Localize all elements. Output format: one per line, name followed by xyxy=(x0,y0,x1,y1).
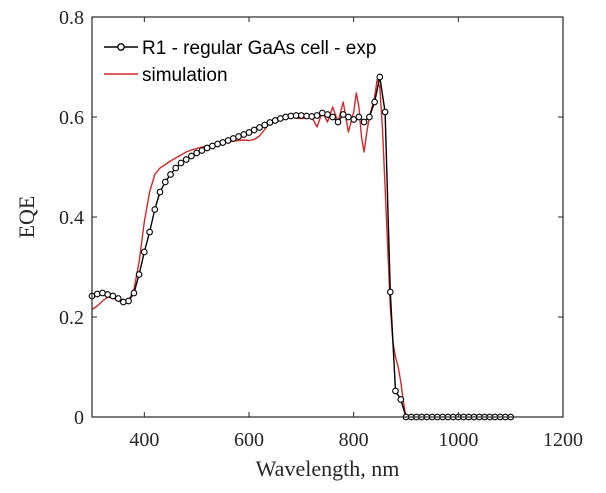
data-point xyxy=(309,114,315,120)
data-point xyxy=(183,157,189,163)
data-point xyxy=(393,388,399,394)
legend-sim-label: simulation xyxy=(142,65,228,86)
x-tick-label: 1000 xyxy=(438,429,478,451)
data-point xyxy=(94,291,100,297)
data-point xyxy=(382,109,388,115)
y-tick-label: 0.4 xyxy=(59,207,84,229)
data-point xyxy=(178,160,184,166)
y-tick-label: 0.6 xyxy=(59,107,84,129)
data-point xyxy=(372,99,378,105)
data-point xyxy=(147,229,153,235)
data-point xyxy=(173,165,179,171)
data-point xyxy=(126,298,132,304)
x-tick-label: 600 xyxy=(234,429,264,451)
data-point xyxy=(335,119,341,125)
data-point xyxy=(115,296,121,302)
y-tick-label: 0.8 xyxy=(59,7,84,29)
series-line-simulation xyxy=(92,80,511,418)
legend: R1 - regular GaAs cell - exp simulation xyxy=(104,38,376,86)
legend-exp-marker xyxy=(118,44,124,50)
data-point xyxy=(131,290,137,296)
data-point xyxy=(110,293,116,299)
series-layer xyxy=(89,74,513,420)
data-point xyxy=(314,113,320,119)
data-point xyxy=(189,153,195,159)
data-point xyxy=(163,179,169,185)
data-point xyxy=(377,74,383,80)
data-point xyxy=(367,114,373,120)
data-point xyxy=(152,207,158,213)
data-point xyxy=(283,114,289,120)
y-tick-label: 0.2 xyxy=(59,307,84,329)
data-point xyxy=(346,114,352,120)
data-point xyxy=(157,189,163,195)
y-tick-label: 0 xyxy=(74,407,84,429)
data-point xyxy=(136,272,142,278)
x-tick-label: 400 xyxy=(129,429,159,451)
legend-exp-label: R1 - regular GaAs cell - exp xyxy=(142,38,376,59)
data-point xyxy=(251,127,257,133)
x-axis-label: Wavelength, nm xyxy=(256,456,400,481)
data-point xyxy=(168,172,174,178)
data-point xyxy=(361,119,367,125)
data-point xyxy=(356,114,362,120)
x-tick-label: 1200 xyxy=(543,429,583,451)
data-point xyxy=(142,249,148,255)
data-point xyxy=(398,397,404,403)
data-point xyxy=(330,114,336,120)
data-point xyxy=(299,113,305,119)
series-line-exp xyxy=(92,77,511,417)
data-point xyxy=(121,299,127,305)
y-axis-label: EQE xyxy=(14,196,39,239)
data-point xyxy=(388,289,394,295)
x-tick-label: 800 xyxy=(339,429,369,451)
